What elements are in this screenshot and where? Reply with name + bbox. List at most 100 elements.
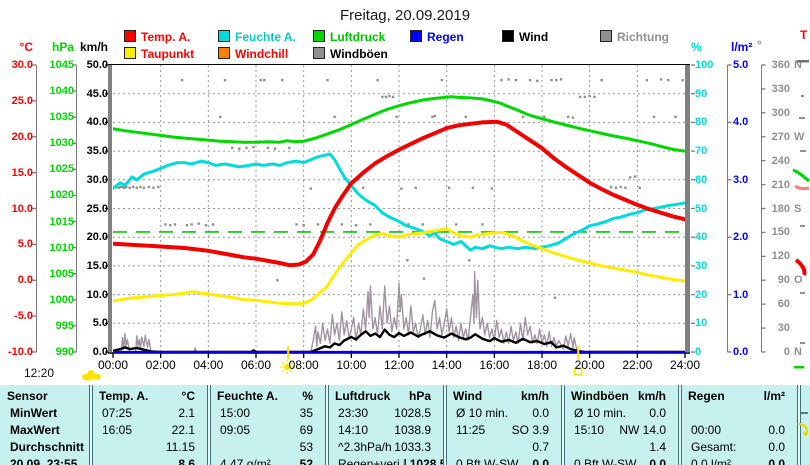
legend-label: Taupunkt [141, 47, 195, 61]
axis-tick-label-temp: -10.0 [7, 346, 33, 358]
sliver-pressure-dash [794, 366, 804, 369]
axis-tick-label-humidity: 50 [695, 202, 708, 215]
axis-tick-label-pressure: 1020 [49, 189, 74, 202]
direction-value: 180 [771, 202, 790, 215]
plot-left-border [108, 65, 112, 352]
axis-tick-label-humidity: 80 [695, 116, 708, 129]
axis-tick-label-direction: 90 O [766, 274, 810, 286]
cell-value: NW 14.0 [619, 422, 666, 437]
cell-time: ^2.3hPa/h [338, 439, 392, 454]
axis-tick-label-wind: 15.0 [86, 259, 108, 272]
direction-letter: S [794, 202, 802, 215]
legend-label: Regen [427, 30, 464, 44]
column-header: Temp. A. [99, 388, 149, 403]
cell-time: 23:30 [338, 405, 369, 420]
cell-value: 22.1 [171, 422, 195, 437]
axis-tick-label-direction: 30 [766, 322, 810, 334]
axis-tick-label-temp: 10.0 [11, 202, 33, 215]
legend-item-Temp. A.: Temp. A. [124, 30, 190, 43]
axis-tick-label-humidity: 90 [695, 87, 708, 100]
cell-time: Ø 10 min. [574, 405, 627, 420]
series-Feuchte A. [113, 152, 685, 252]
row-label: Sensor [7, 388, 48, 403]
column-unit: l/m² [763, 388, 785, 403]
axis-tick-label-pressure: 1040 [49, 85, 74, 98]
table-row: 11:25 SO 3.9 [446, 421, 556, 438]
axis-unit-°C: °C [19, 40, 33, 54]
time-label-06:00: 06:00 [240, 358, 272, 372]
table-column-Feuchte A.: Feuchte A.% 15:00 35 09:05 69 53 4.47 g/m² 52 [210, 387, 320, 465]
sliver-dot [800, 292, 805, 294]
legend-label: Temp. A. [141, 30, 191, 44]
table-row: Regen+veri 1028.5 [328, 455, 446, 465]
direction-letter: W [794, 130, 805, 143]
legend-label: Windböen [330, 47, 388, 61]
time-label-04:00: 04:00 [193, 358, 224, 372]
cell-time: 0 Bft W-SW [456, 456, 519, 465]
axis-tick-label-pressure: 1025 [49, 163, 74, 176]
axis-tick-label-direction: 240 [766, 155, 810, 167]
time-label-08:00: 08:00 [288, 358, 319, 372]
pressure-trend-down-icon [400, 458, 408, 465]
axis-tick-label-pressure: 995 [55, 319, 74, 332]
legend-swatch-icon [410, 30, 422, 42]
wind-direction-arrow-icon [798, 422, 809, 437]
axis-tick-label-wind: 45.0 [86, 87, 108, 100]
legend-item-Wind: Wind [502, 30, 548, 43]
axis-unit-km/h: km/h [79, 40, 108, 54]
table-row-label: Durchschnitt [0, 438, 89, 455]
axis-tick-label-wind: 10.0 [86, 288, 108, 301]
table-row: 15:00 35 [210, 404, 320, 421]
axis-tick-label-rain: 5.0 [733, 59, 749, 71]
cell-value: 0.0 [532, 456, 549, 465]
cell-time: 15:00 [220, 405, 251, 420]
cell-value: 1033.3 [394, 439, 431, 454]
table-column-separator [443, 385, 447, 465]
axis-tick-label-direction: 150 [766, 226, 810, 238]
cell-value: 8.6 [178, 456, 195, 465]
axis-tick-label-rain: 2.0 [733, 231, 749, 244]
axis-tick-label-humidity: 100 [695, 59, 714, 71]
table-sliver-dash [801, 412, 808, 414]
column-unit: km/h [520, 388, 549, 403]
series-Luftdruck [113, 95, 685, 153]
direction-value: 60 [777, 298, 790, 311]
axis-tick-label-humidity: 0 [695, 346, 702, 358]
table-row: 0.7 [446, 438, 556, 455]
table-header-row: Regen l/m² [681, 387, 792, 404]
table-row-label: MaxWert [0, 421, 89, 438]
series-Temp. A. [113, 119, 685, 268]
axis-tick-label-pressure: 1035 [49, 111, 74, 124]
time-label-10:00: 10:00 [336, 358, 367, 372]
series-richtung-points [113, 78, 684, 299]
legend-item-Windböen: Windböen [313, 47, 388, 60]
series-Windböen [113, 270, 685, 353]
axis-tick-label-direction: 270 W [766, 131, 810, 143]
sliver-dot [800, 342, 805, 344]
direction-value: 150 [771, 226, 790, 239]
axis-tick-label-wind: 5.0 [92, 317, 108, 330]
direction-letter: N [794, 346, 802, 358]
time-label-14:00: 14:00 [431, 358, 462, 372]
axis-tick-label-wind: 40.0 [86, 116, 108, 129]
cell-time: 14:10 [338, 422, 369, 437]
direction-value: 120 [771, 250, 790, 263]
legend-item-Windchill: Windchill [218, 47, 288, 60]
cloud-icon [82, 370, 101, 381]
legend-swatch-icon [218, 30, 230, 42]
legend-item-Luftdruck: Luftdruck [313, 30, 385, 43]
table-row: 8.6 [92, 455, 202, 465]
table-row: 14:10 1038.9 [328, 421, 438, 438]
time-label-22:00: 22:00 [622, 358, 653, 372]
row-label: Durchschnitt [10, 439, 85, 454]
direction-value: 330 [771, 82, 790, 95]
axis-tick-label-pressure: 1010 [49, 241, 74, 254]
table-row: 0 Bft W-SW 0.0 [446, 455, 556, 465]
table-row-label: Sensor [0, 387, 89, 404]
axis-tick-label-humidity: 10 [695, 317, 708, 330]
axis-tick-label-temp: 5.0 [17, 238, 33, 251]
axis-tick-label-wind: 50.0 [86, 59, 108, 71]
axis-tick-label-rain: 0.0 [733, 346, 749, 358]
sliver-dot [801, 95, 804, 97]
